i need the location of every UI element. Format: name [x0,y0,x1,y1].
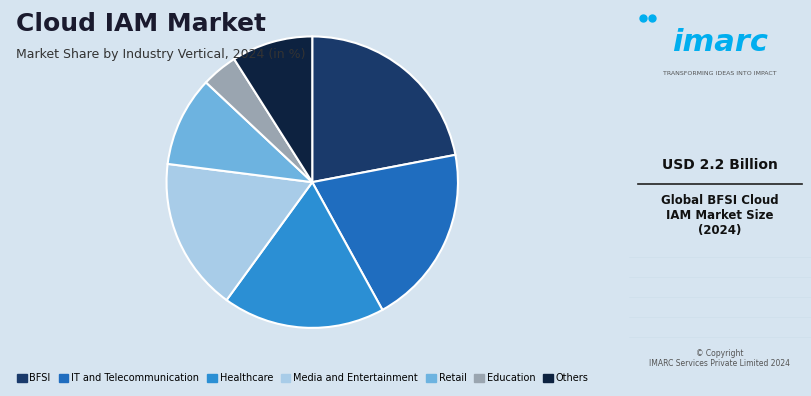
Wedge shape [312,36,456,182]
Text: USD 2.2 Billion: USD 2.2 Billion [662,158,778,172]
Text: © Copyright
IMARC Services Private Limited 2024: © Copyright IMARC Services Private Limit… [650,349,790,368]
Wedge shape [206,59,312,182]
Text: Market Share by Industry Vertical, 2024 (in %): Market Share by Industry Vertical, 2024 … [16,48,306,61]
Text: Global BFSI Cloud
IAM Market Size
(2024): Global BFSI Cloud IAM Market Size (2024) [661,194,779,237]
Wedge shape [234,36,312,182]
Legend: BFSI, IT and Telecommunication, Healthcare, Media and Entertainment, Retail, Edu: BFSI, IT and Telecommunication, Healthca… [13,369,593,387]
Text: Cloud IAM Market: Cloud IAM Market [16,12,266,36]
Text: TRANSFORMING IDEAS INTO IMPACT: TRANSFORMING IDEAS INTO IMPACT [663,71,777,76]
Wedge shape [312,155,458,310]
Wedge shape [166,164,312,300]
Wedge shape [226,182,383,328]
Text: imarc: imarc [672,28,768,57]
Wedge shape [168,82,312,182]
